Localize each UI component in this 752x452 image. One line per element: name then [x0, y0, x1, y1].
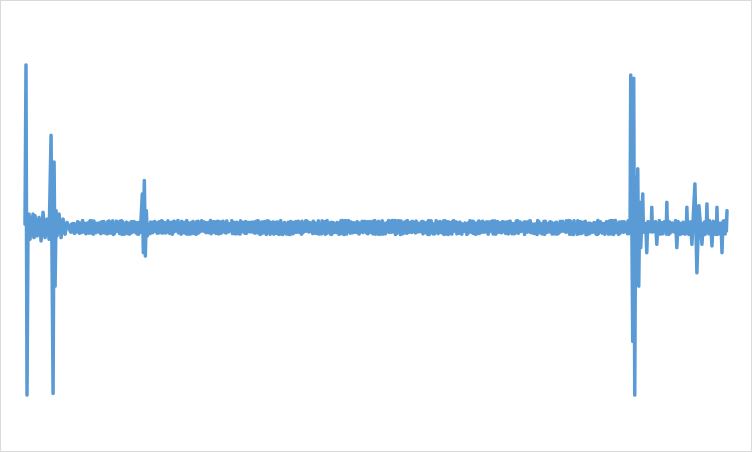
plot-area — [23, 63, 729, 397]
series-line-0 — [23, 63, 729, 397]
